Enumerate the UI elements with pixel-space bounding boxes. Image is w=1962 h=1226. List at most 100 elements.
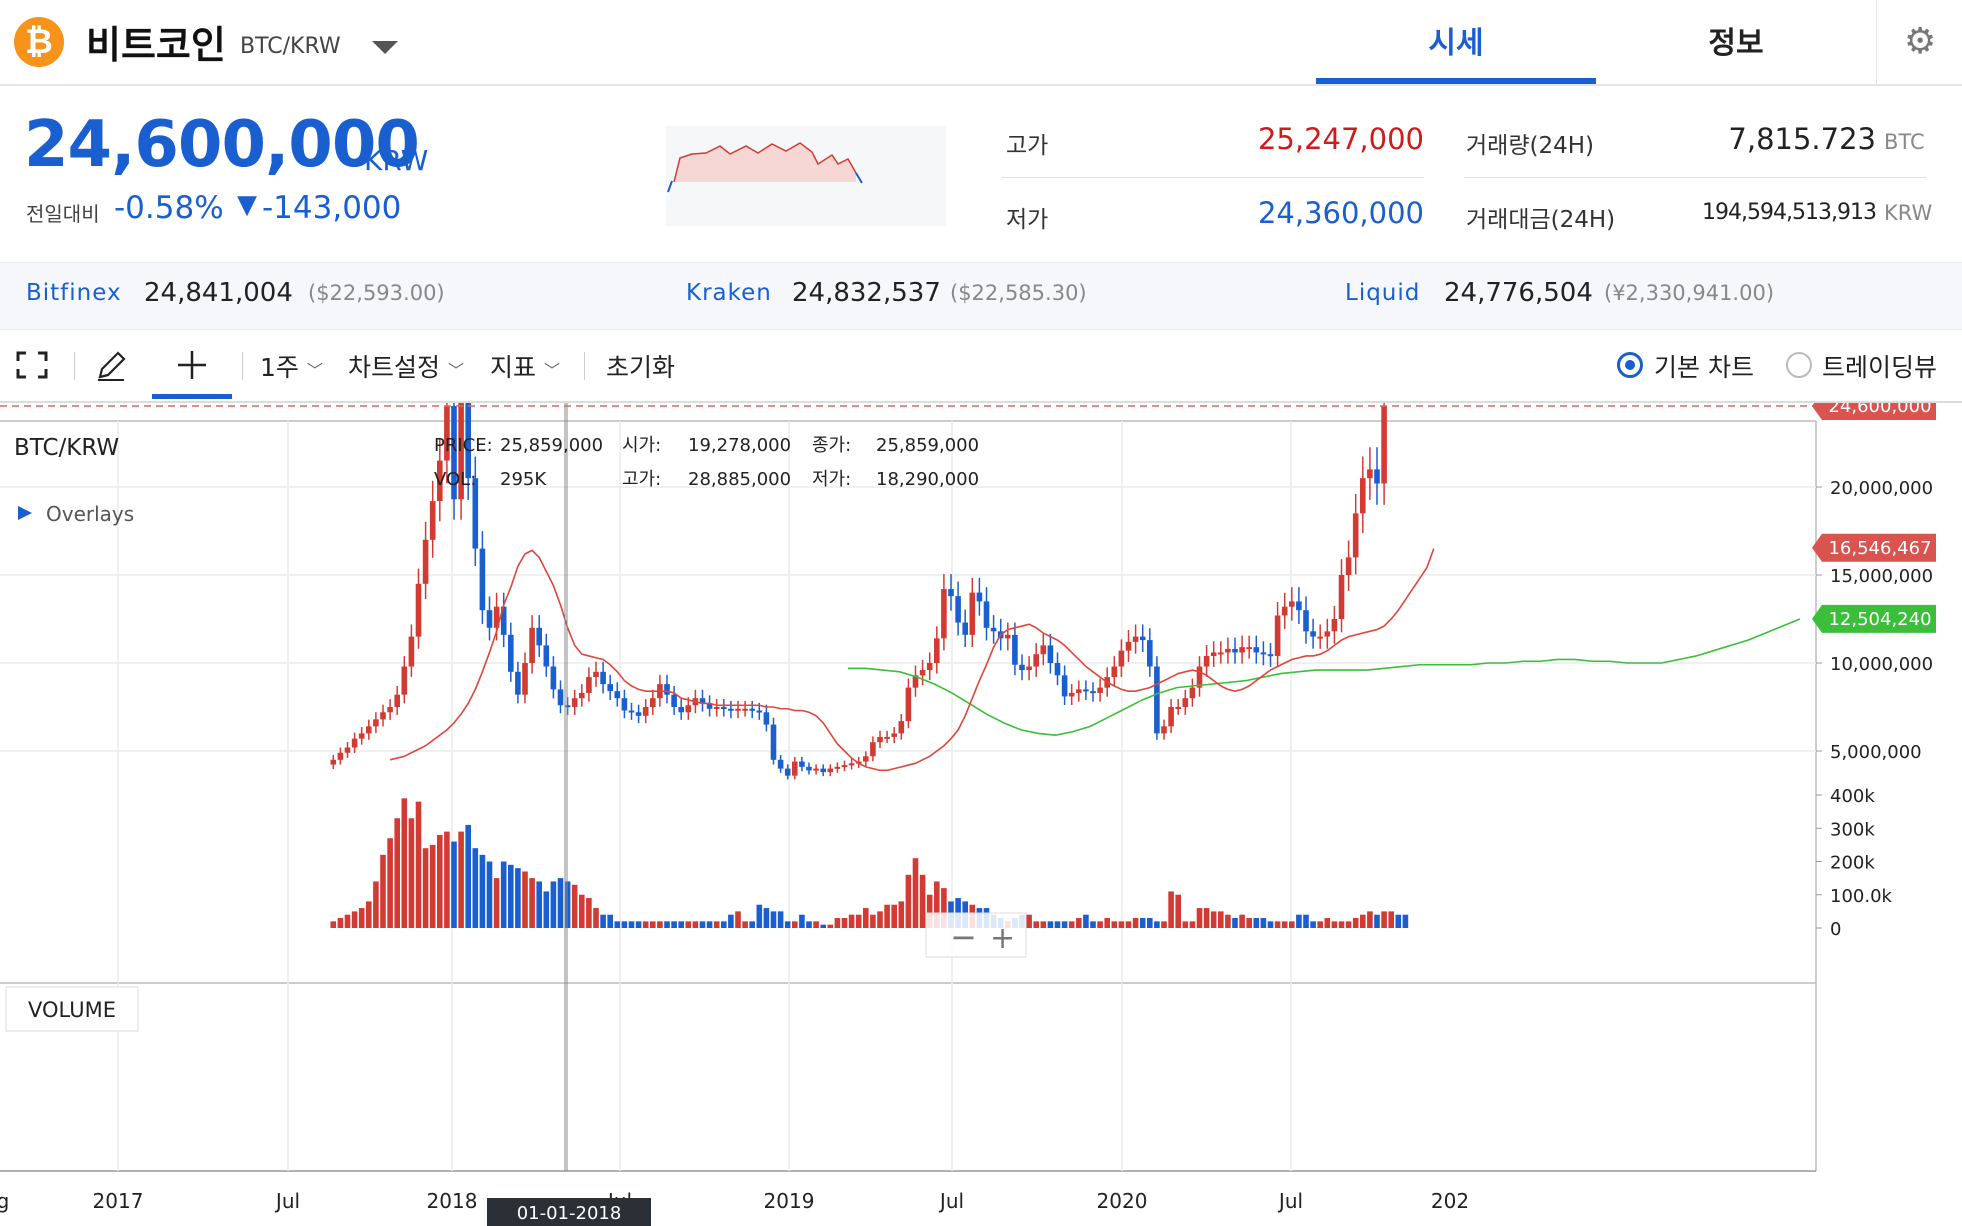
candle-body [969,592,976,635]
chevron-down-icon: ﹀ [306,361,323,380]
volume-bar [756,904,763,928]
gear-icon[interactable]: ⚙ [1904,21,1937,62]
candle-body [351,738,358,748]
candle-body [1054,663,1061,676]
volume-bar [451,841,457,928]
volume-24h-value: 7,815.723 [1728,122,1876,156]
crosshair-date-box [487,1198,651,1226]
indicators-dropdown[interactable]: 지표 ﹀ [490,348,560,384]
coin-pair[interactable]: BTC/KRW [240,34,341,59]
volume-bar [1175,894,1181,928]
candle-body [799,761,805,767]
overlays-toggle[interactable]: Overlays [46,502,134,526]
candle-body [401,666,408,695]
candle-body [1274,615,1281,656]
x-tick-label: 2017 [93,1189,144,1213]
candle-body [642,707,649,716]
candle-body [650,698,656,707]
candle-body [1374,469,1380,484]
volume-bar [1147,918,1153,928]
volume-bar [522,871,528,928]
candle-body [344,747,351,753]
candle-body [664,684,670,695]
tradingview-label[interactable]: 트레이딩뷰 [1822,353,1938,382]
sparkline-chart [666,126,946,226]
volume-bar [1345,921,1352,928]
volume-bar [1232,918,1238,928]
volume-bar [1210,911,1217,928]
zoom-out-button[interactable]: − [950,918,977,956]
volume-bar [820,924,826,928]
volume-bar [621,921,628,928]
tradingview-radio[interactable] [1786,352,1812,378]
candle-body [522,663,528,695]
candle-body [877,736,883,743]
basic-chart-label[interactable]: 기본 차트 [1654,353,1754,382]
volume-bar [1090,921,1096,928]
x-tick-label: Jul [1277,1189,1303,1213]
chart-settings-dropdown[interactable]: 차트설정 ﹀ [348,348,464,384]
tooltip-vol: 295K [500,469,547,490]
candle-body [962,622,968,635]
tab-info[interactable]: 정보 [1708,26,1764,61]
volume-bar [919,874,926,928]
candle-body [848,763,855,766]
exchange-name: Liquid [1345,280,1421,306]
basic-chart-radio[interactable] [1617,352,1643,378]
candle-body [784,768,791,776]
volume-bar [664,921,670,928]
candle-body [1040,645,1047,655]
candle-body [493,606,500,628]
candle-body [1175,707,1181,709]
candle-body [735,708,741,711]
volume-bar [422,848,429,928]
volume-bar [1303,914,1309,928]
volume-bar [1296,914,1302,928]
candle-body [678,707,684,713]
low-label: 저가 [1006,207,1049,233]
radio-selected-dot [1625,360,1635,370]
volume-bar [926,894,933,928]
caret-down-icon[interactable] [372,41,398,54]
price-chart[interactable]: 20,000,00015,000,00010,000,0005,000,000 … [0,403,1962,1226]
volume-bar [337,918,344,928]
candle-body [806,766,812,771]
fullscreen-icon[interactable] [16,351,48,383]
candle-body [1203,655,1210,667]
volume-bar [536,881,542,928]
candle-body [1281,606,1288,616]
candle-body [387,707,393,713]
volume-bar [415,801,422,928]
crosshair-icon[interactable] [176,349,208,385]
candle-body [1338,575,1345,619]
active-tool-indicator [152,394,232,399]
candle-body [713,707,720,709]
zoom-in-button[interactable]: + [990,921,1015,956]
y-tick-label: 15,000,000 [1830,566,1933,587]
volume-bar [692,921,699,928]
candle-body [792,761,798,776]
volume-bar [1047,921,1054,928]
pencil-icon[interactable] [94,349,128,387]
candle-body [1303,610,1309,632]
ohlc-tooltip: PRICE: 25,859,000 시가: 19,278,000 종가: 25,… [434,435,979,490]
settings-area [1876,0,1962,84]
tab-market-price[interactable]: 시세 [1428,26,1484,61]
down-arrow-icon: ▼ [237,190,257,220]
reset-button[interactable]: 초기화 [606,353,676,382]
candle-body [529,627,535,663]
volume-bar [806,921,812,928]
candle-body [1111,666,1118,678]
volume-bar [444,831,450,928]
volume-bar [1388,911,1394,928]
volume-bar [373,881,379,928]
price-marker [1812,533,1936,562]
exchange-name: Bitfinex [26,280,122,306]
period-dropdown[interactable]: 1주 ﹀ [260,348,323,384]
tooltip-low-label: 저가: [812,469,851,490]
volume-bar [728,914,734,928]
chevron-down-icon: ﹀ [447,361,464,380]
volume-bar [1267,921,1274,928]
candle-body [912,675,919,688]
volume-bar [330,921,337,928]
